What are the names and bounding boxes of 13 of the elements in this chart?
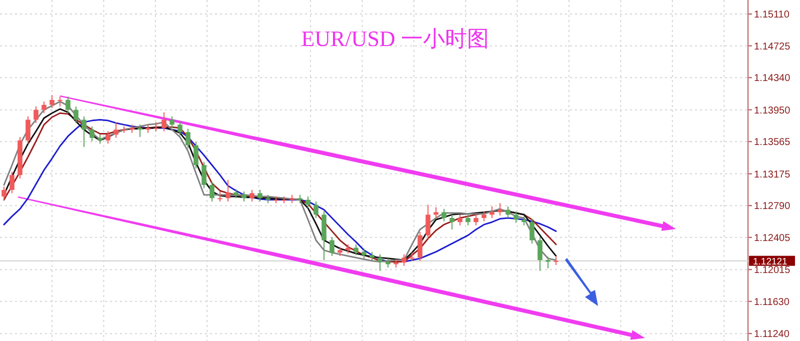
y-tick-label: 1.12015: [754, 265, 791, 276]
y-tick-label: 1.13565: [754, 137, 791, 148]
y-tick-label: 1.15110: [754, 10, 790, 21]
ref-line-label: 1.12121: [753, 256, 788, 268]
y-tick-label: 1.12790: [754, 201, 791, 212]
y-tick-label: 1.11240: [754, 329, 790, 340]
y-tick-label: 1.13950: [754, 105, 791, 116]
y-tick-label: 1.11630: [754, 296, 790, 308]
y-tick-label: 1.13175: [754, 169, 791, 180]
text: EUR/USD 一小时图: [301, 26, 489, 51]
y-tick-label: 1.12405: [754, 232, 791, 244]
y-tick-label: 1.14340: [754, 73, 791, 84]
y-tick-label: 1.14725: [754, 41, 791, 52]
